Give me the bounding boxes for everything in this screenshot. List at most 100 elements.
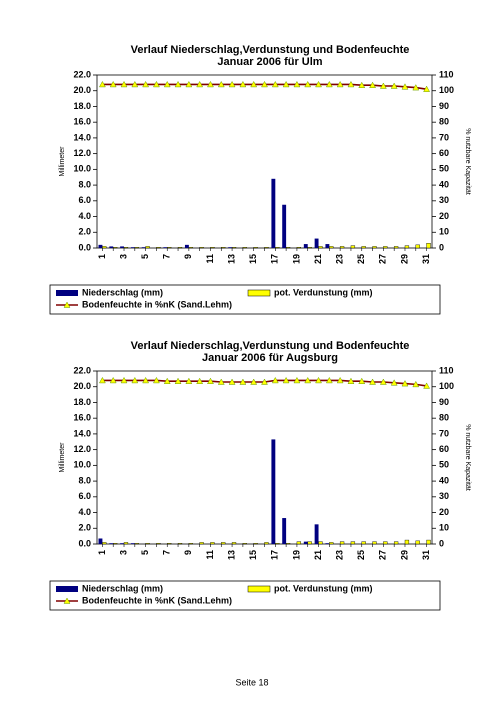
bar bbox=[285, 543, 291, 545]
bar bbox=[184, 244, 189, 248]
x-tick-label: 29 bbox=[399, 550, 409, 560]
y-tick-label: 4.0 bbox=[78, 211, 91, 221]
line-marker bbox=[174, 80, 182, 88]
y-tick-label: 0.0 bbox=[78, 242, 91, 252]
x-tick-label: 23 bbox=[335, 550, 345, 560]
line-marker bbox=[120, 376, 128, 384]
legend-key bbox=[247, 585, 271, 593]
page-number: Seite 18 bbox=[235, 677, 268, 687]
bar bbox=[123, 247, 129, 249]
line-marker bbox=[315, 376, 322, 384]
line-marker bbox=[153, 80, 160, 88]
bar bbox=[98, 244, 103, 248]
bar bbox=[275, 247, 280, 249]
x-tick-label: 5 bbox=[140, 254, 150, 259]
line-marker bbox=[282, 376, 290, 384]
y2-axis-title: % nutzbare Kapazität bbox=[464, 128, 471, 195]
x-tick-label: 19 bbox=[291, 254, 301, 264]
line-marker bbox=[250, 80, 258, 88]
line-marker bbox=[325, 376, 333, 384]
bar bbox=[415, 244, 420, 249]
y-tick-label: 8.0 bbox=[78, 475, 91, 485]
y2-tick-label: 0 bbox=[439, 242, 444, 252]
y-tick-label: 10.0 bbox=[73, 164, 91, 174]
line-marker bbox=[131, 80, 139, 88]
bar bbox=[156, 247, 161, 249]
x-tick-label: 15 bbox=[248, 550, 258, 560]
line-marker bbox=[131, 376, 139, 384]
line-marker bbox=[98, 80, 106, 88]
chart-subtitle: Januar 2006 für Augsburg bbox=[202, 352, 338, 364]
y2-tick-label: 20 bbox=[439, 211, 449, 221]
x-tick-label: 31 bbox=[421, 254, 431, 264]
y-tick-label: 0.0 bbox=[78, 538, 91, 548]
bar bbox=[296, 247, 302, 249]
y2-tick-label: 70 bbox=[439, 428, 449, 438]
y2-tick-label: 80 bbox=[439, 413, 449, 423]
legend-key-marker bbox=[63, 301, 71, 308]
line-marker bbox=[369, 378, 376, 385]
y-tick-label: 10.0 bbox=[73, 460, 91, 470]
y-tick-label: 4.0 bbox=[78, 507, 91, 517]
y-tick-label: 18.0 bbox=[73, 101, 91, 111]
bar bbox=[426, 243, 431, 249]
x-tick-label: 27 bbox=[378, 550, 388, 560]
y2-tick-label: 10 bbox=[439, 523, 449, 533]
x-tick-label: 3 bbox=[118, 550, 128, 555]
line-marker bbox=[261, 378, 268, 385]
bar bbox=[163, 247, 168, 248]
x-tick-label: 1 bbox=[97, 550, 107, 555]
line-marker bbox=[228, 80, 236, 88]
x-tick-label: 13 bbox=[226, 254, 236, 264]
bar bbox=[314, 524, 319, 544]
bar bbox=[339, 246, 345, 249]
bar bbox=[167, 247, 172, 249]
bar bbox=[285, 247, 291, 249]
y-tick-label: 6.0 bbox=[78, 195, 91, 205]
bar bbox=[188, 543, 193, 545]
y2-tick-label: 40 bbox=[439, 475, 449, 485]
y-tick-label: 18.0 bbox=[73, 397, 91, 407]
bar bbox=[282, 204, 287, 248]
x-tick-label: 9 bbox=[183, 550, 193, 555]
line-marker bbox=[282, 80, 290, 88]
bar bbox=[404, 245, 410, 249]
bar bbox=[318, 541, 323, 545]
x-tick-label: 19 bbox=[291, 550, 301, 560]
y2-axis-title: % nutzbare Kapazität bbox=[464, 424, 471, 491]
x-tick-label: 25 bbox=[356, 550, 366, 560]
bar bbox=[221, 542, 226, 545]
y2-tick-label: 70 bbox=[439, 132, 449, 142]
bar bbox=[109, 543, 114, 544]
y2-tick-label: 90 bbox=[439, 101, 449, 111]
chart-title: Verlauf Niederschlag,Verdunstung und Bod… bbox=[131, 44, 410, 56]
bar bbox=[145, 543, 150, 545]
bar bbox=[325, 543, 330, 544]
line-marker bbox=[239, 378, 247, 385]
y2-tick-label: 100 bbox=[439, 85, 454, 95]
bar bbox=[210, 542, 215, 545]
line-marker bbox=[109, 376, 117, 384]
legend-label: pot. Verdunstung (mm) bbox=[274, 583, 373, 593]
y2-tick-label: 40 bbox=[439, 179, 449, 189]
plot-frame bbox=[96, 74, 433, 249]
line-marker bbox=[347, 80, 355, 88]
line-marker bbox=[163, 377, 171, 384]
bar bbox=[303, 244, 308, 248]
bar bbox=[145, 246, 150, 249]
line-marker bbox=[347, 377, 355, 384]
y2-tick-label: 60 bbox=[439, 148, 449, 158]
line-marker bbox=[401, 380, 409, 387]
bar bbox=[415, 540, 420, 545]
bar bbox=[350, 245, 356, 249]
bar bbox=[253, 247, 258, 249]
x-tick-label: 27 bbox=[378, 254, 388, 264]
bar bbox=[318, 246, 323, 249]
bar bbox=[113, 543, 118, 545]
line-marker bbox=[120, 80, 128, 88]
bar bbox=[307, 247, 312, 249]
legend-key bbox=[56, 290, 78, 296]
bar bbox=[350, 541, 356, 545]
